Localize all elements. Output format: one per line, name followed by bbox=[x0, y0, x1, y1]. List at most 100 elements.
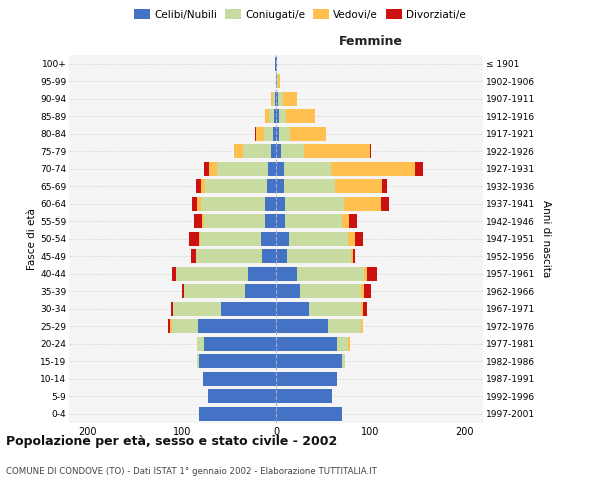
Bar bbox=[197, 354, 199, 368]
Bar bbox=[279, 110, 286, 123]
Bar bbox=[276, 372, 337, 386]
Bar bbox=[275, 57, 276, 70]
Bar bbox=[361, 320, 362, 333]
Bar bbox=[274, 110, 276, 123]
Bar bbox=[287, 250, 351, 263]
Bar bbox=[347, 232, 355, 245]
Bar bbox=[276, 214, 286, 228]
Bar bbox=[208, 390, 276, 403]
Bar bbox=[276, 127, 279, 140]
Bar bbox=[276, 144, 281, 158]
Bar bbox=[382, 180, 387, 193]
Bar bbox=[268, 162, 276, 175]
Bar bbox=[209, 162, 217, 175]
Bar bbox=[328, 320, 361, 333]
Bar bbox=[182, 284, 184, 298]
Bar bbox=[190, 232, 199, 245]
Bar bbox=[203, 372, 276, 386]
Y-axis label: Fasce di età: Fasce di età bbox=[27, 208, 37, 270]
Bar bbox=[351, 250, 353, 263]
Bar bbox=[281, 144, 304, 158]
Bar bbox=[197, 197, 201, 210]
Bar bbox=[290, 127, 326, 140]
Bar bbox=[170, 302, 173, 316]
Y-axis label: Anni di nascita: Anni di nascita bbox=[541, 200, 551, 278]
Bar bbox=[205, 180, 266, 193]
Bar bbox=[172, 320, 198, 333]
Bar bbox=[233, 144, 243, 158]
Bar bbox=[276, 390, 332, 403]
Bar bbox=[199, 232, 200, 245]
Bar bbox=[349, 337, 350, 350]
Bar bbox=[196, 250, 262, 263]
Bar bbox=[261, 232, 276, 245]
Bar bbox=[271, 92, 273, 106]
Bar bbox=[200, 232, 261, 245]
Bar bbox=[276, 302, 309, 316]
Bar bbox=[364, 284, 371, 298]
Bar bbox=[276, 74, 277, 88]
Bar bbox=[264, 127, 273, 140]
Bar bbox=[283, 92, 296, 106]
Bar bbox=[415, 162, 423, 175]
Bar bbox=[342, 354, 344, 368]
Bar bbox=[205, 162, 209, 175]
Bar bbox=[349, 214, 357, 228]
Bar bbox=[243, 144, 271, 158]
Bar bbox=[248, 267, 276, 280]
Bar bbox=[277, 74, 278, 88]
Bar bbox=[296, 267, 364, 280]
Bar bbox=[256, 127, 264, 140]
Bar bbox=[276, 197, 286, 210]
Bar bbox=[265, 197, 276, 210]
Bar bbox=[196, 180, 201, 193]
Bar bbox=[199, 407, 276, 420]
Bar bbox=[284, 180, 335, 193]
Bar bbox=[362, 302, 367, 316]
Bar bbox=[276, 267, 296, 280]
Bar bbox=[191, 250, 196, 263]
Bar bbox=[262, 250, 276, 263]
Bar bbox=[370, 144, 371, 158]
Bar bbox=[201, 197, 265, 210]
Text: Popolazione per età, sesso e stato civile - 2002: Popolazione per età, sesso e stato civil… bbox=[6, 435, 337, 448]
Bar bbox=[286, 214, 342, 228]
Bar bbox=[276, 92, 278, 106]
Bar bbox=[279, 127, 290, 140]
Bar bbox=[245, 284, 276, 298]
Bar bbox=[201, 180, 205, 193]
Bar bbox=[344, 197, 382, 210]
Bar bbox=[286, 110, 314, 123]
Bar bbox=[217, 162, 268, 175]
Bar bbox=[286, 197, 344, 210]
Bar bbox=[275, 92, 276, 106]
Bar bbox=[353, 250, 355, 263]
Bar bbox=[194, 214, 202, 228]
Bar bbox=[331, 162, 415, 175]
Bar bbox=[205, 337, 276, 350]
Bar bbox=[197, 337, 205, 350]
Bar bbox=[276, 250, 287, 263]
Bar bbox=[278, 92, 283, 106]
Bar bbox=[289, 232, 347, 245]
Bar bbox=[221, 302, 276, 316]
Text: COMUNE DI CONDOVE (TO) - Dati ISTAT 1° gennaio 2002 - Elaborazione TUTTITALIA.IT: COMUNE DI CONDOVE (TO) - Dati ISTAT 1° g… bbox=[6, 468, 377, 476]
Bar bbox=[276, 180, 284, 193]
Bar bbox=[276, 320, 328, 333]
Bar bbox=[273, 92, 275, 106]
Bar bbox=[198, 320, 276, 333]
Bar bbox=[170, 320, 172, 333]
Bar bbox=[361, 284, 364, 298]
Bar bbox=[342, 214, 349, 228]
Bar bbox=[276, 337, 337, 350]
Bar bbox=[382, 197, 389, 210]
Legend: Celibi/Nubili, Coniugati/e, Vedovi/e, Divorziati/e: Celibi/Nubili, Coniugati/e, Vedovi/e, Di… bbox=[130, 5, 470, 24]
Bar bbox=[276, 57, 277, 70]
Bar bbox=[273, 127, 276, 140]
Bar bbox=[266, 180, 276, 193]
Bar bbox=[203, 214, 265, 228]
Bar bbox=[335, 180, 382, 193]
Bar bbox=[367, 267, 377, 280]
Bar bbox=[361, 302, 362, 316]
Bar bbox=[202, 214, 203, 228]
